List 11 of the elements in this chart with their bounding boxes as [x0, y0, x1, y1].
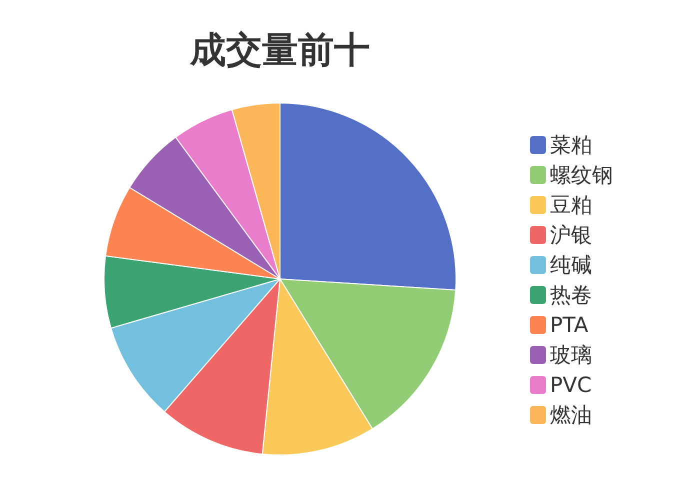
legend-label: 纯碱: [550, 253, 592, 277]
legend-label: PTA: [550, 313, 589, 337]
legend-label: 燃油: [550, 403, 592, 427]
legend-label: 热卷: [550, 283, 592, 307]
legend-label: PVC: [550, 373, 592, 397]
chart-title: 成交量前十: [189, 30, 370, 71]
legend-label: 玻璃: [550, 343, 592, 367]
legend-label: 沪银: [550, 223, 592, 247]
legend-label: 螺纹钢: [550, 163, 613, 187]
legend-label: 菜粕: [550, 133, 592, 157]
legend-label: 豆粕: [550, 193, 592, 217]
